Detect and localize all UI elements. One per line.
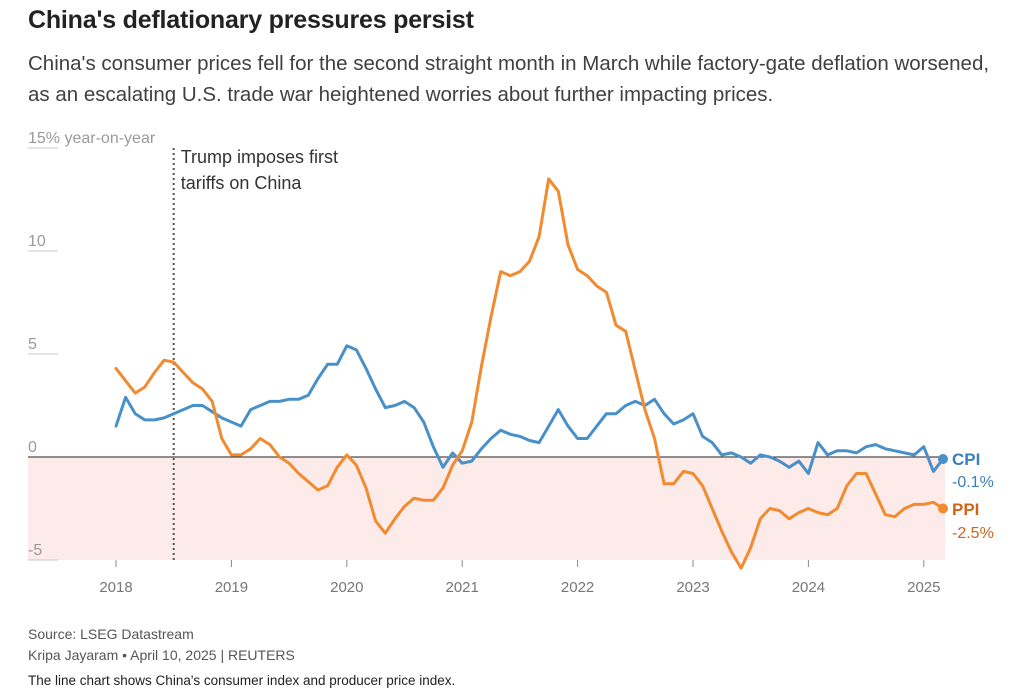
- y-gridlines: [28, 147, 945, 561]
- byline: Kripa Jayaram • April 10, 2025 | REUTERS: [28, 647, 295, 663]
- x-tick-label-2018: 2018: [99, 579, 132, 596]
- y-tick-labels: 15% year-on-year 10 5 0 -5: [28, 130, 156, 559]
- ppi-legend-label: PPI: [952, 500, 979, 519]
- y-tick-label-neg5: -5: [28, 542, 42, 559]
- chart-subtitle: China's consumer prices fell for the sec…: [28, 52, 990, 106]
- ppi-end-marker: [938, 503, 949, 514]
- negative-region-band: [28, 457, 945, 560]
- y-tick-label-0: 0: [28, 439, 37, 456]
- x-tick-label-2021: 2021: [446, 579, 479, 596]
- source-note: Source: LSEG Datastream: [28, 626, 194, 642]
- cpi-series-line: [114, 344, 945, 475]
- ppi-end-value: -2.5%: [952, 525, 994, 542]
- x-tick-label-2022: 2022: [561, 579, 594, 596]
- cpi-legend-label: CPI: [952, 450, 980, 469]
- x-tick-label-2025: 2025: [907, 579, 940, 596]
- x-tick-label-2023: 2023: [676, 579, 709, 596]
- cpi-end-value: -0.1%: [952, 474, 994, 491]
- y-tick-label-5: 5: [28, 336, 37, 353]
- ppi-series-line: [114, 177, 945, 570]
- chart-description: The line chart shows China's consumer in…: [28, 673, 456, 688]
- x-tick-label-2019: 2019: [215, 579, 248, 596]
- cpi-end-marker: [938, 454, 949, 465]
- x-tick-label-2020: 2020: [330, 579, 363, 596]
- x-tick-label-2024: 2024: [792, 579, 825, 596]
- x-axis-ticks: 2018 2019 2020 2021 2022 2023 2024 2025: [99, 560, 940, 596]
- chart-title: China's deflationary pressures persist: [28, 6, 474, 34]
- y-tick-label-10: 10: [28, 233, 46, 250]
- annotation-text: Trump imposes first tariffs on China: [181, 147, 338, 193]
- y-tick-label-15: 15% year-on-year: [28, 130, 156, 147]
